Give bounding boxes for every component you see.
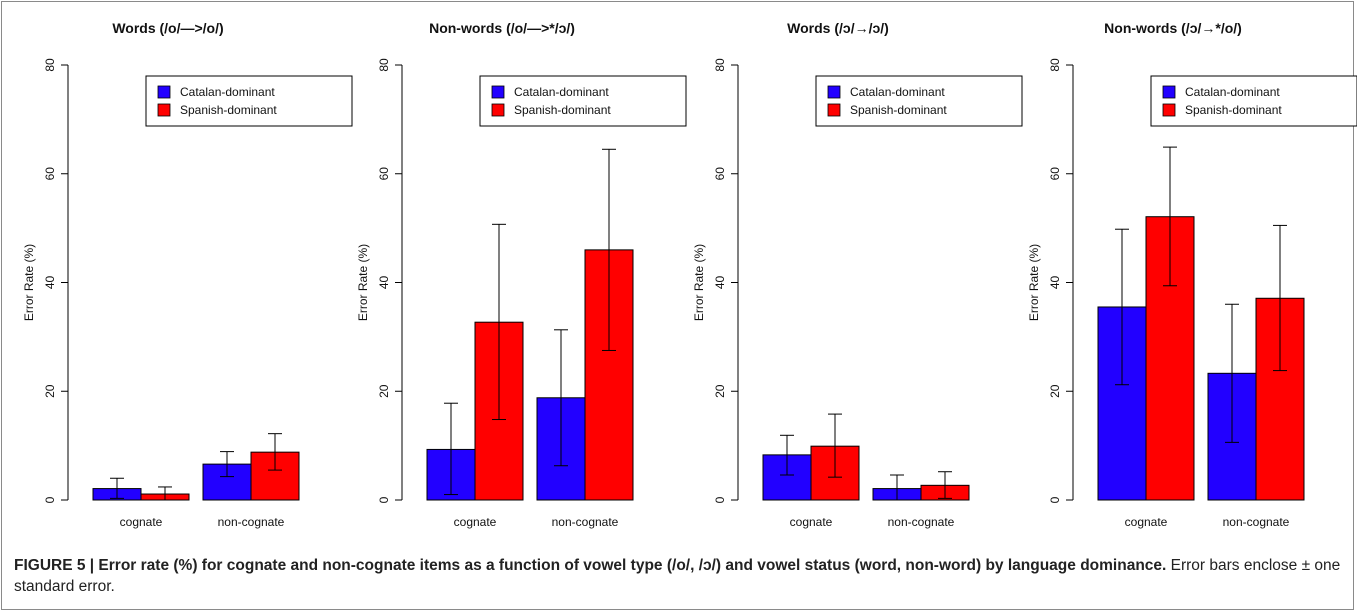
legend-label: Catalan-dominant — [180, 85, 275, 99]
x-tick-label: non-cognate — [1223, 515, 1290, 529]
y-tick-label: 40 — [1048, 276, 1062, 290]
x-tick-label: cognate — [454, 515, 497, 529]
y-tick-label: 60 — [377, 167, 391, 181]
chart-title: Words (/ɔ/→/ɔ/) — [787, 20, 889, 36]
legend-box — [1150, 75, 1357, 127]
legend-box — [145, 75, 353, 127]
chart-title: Non-words (/o/—>*/ɔ/) — [429, 20, 575, 36]
y-tick-label: 40 — [377, 276, 391, 290]
figure-caption: FIGURE 5 | Error rate (%) for cognate an… — [14, 555, 1344, 597]
y-tick-label: 0 — [377, 496, 391, 503]
y-tick-label: 20 — [1048, 384, 1062, 398]
chart-panel-1: Words (/o/—>/o/) 0 20 40 60 80 Error Rate (%) c… — [22, 20, 353, 529]
legend-swatch — [157, 103, 171, 117]
legend: Catalan-dominant Spanish-dominant — [1150, 75, 1357, 127]
chart-title: Words (/o/—>/o/) — [112, 20, 223, 36]
y-tick-label: 20 — [377, 384, 391, 398]
legend-label: Catalan-dominant — [514, 85, 609, 99]
legend-label: Catalan-dominant — [1185, 85, 1280, 99]
y-tick-label: 60 — [1048, 167, 1062, 181]
y-axis-label: Error Rate (%) — [692, 244, 706, 321]
legend-label: Spanish-dominant — [180, 103, 277, 117]
legend-label: Spanish-dominant — [514, 103, 611, 117]
legend-swatch — [1162, 103, 1176, 117]
y-tick-label: 80 — [377, 58, 391, 72]
y-axis-label: Error Rate (%) — [356, 244, 370, 321]
chart-panel-3: Words (/ɔ/→/ɔ/) 0 20 40 60 80 Error Rate (%) co… — [692, 20, 1023, 529]
legend-swatch — [1162, 85, 1176, 99]
legend-swatch — [491, 85, 505, 99]
legend-swatch — [491, 103, 505, 117]
y-tick-label: 0 — [713, 496, 727, 503]
y-tick-label: 0 — [1048, 496, 1062, 503]
y-tick-label: 0 — [43, 496, 57, 503]
legend-label: Catalan-dominant — [850, 85, 945, 99]
y-tick-label: 80 — [1048, 58, 1062, 72]
x-tick-label: cognate — [790, 515, 833, 529]
legend-box — [815, 75, 1023, 127]
y-tick-label: 80 — [43, 58, 57, 72]
legend-box — [479, 75, 687, 127]
y-tick-label: 40 — [43, 276, 57, 290]
legend-swatch — [827, 103, 841, 117]
chart-panel-4: Non-words (/ɔ/→*/o/) 0 20 40 60 80 Error Rate … — [1027, 20, 1357, 529]
x-tick-label: non-cognate — [888, 515, 955, 529]
x-tick-label: cognate — [1125, 515, 1168, 529]
y-axis-label: Error Rate (%) — [22, 244, 36, 321]
y-tick-label: 60 — [43, 167, 57, 181]
y-tick-label: 60 — [713, 167, 727, 181]
caption-text: Error bars enclose ± one standard error. — [14, 557, 1341, 595]
legend-swatch — [157, 85, 171, 99]
x-tick-label: non-cognate — [218, 515, 285, 529]
y-axis-label: Error Rate (%) — [1027, 244, 1041, 321]
y-tick-label: 80 — [713, 58, 727, 72]
x-tick-label: cognate — [120, 515, 163, 529]
legend: Catalan-dominant Spanish-dominant — [479, 75, 687, 127]
legend: Catalan-dominant Spanish-dominant — [815, 75, 1023, 127]
y-tick-label: 20 — [713, 384, 727, 398]
legend-label: Spanish-dominant — [850, 103, 947, 117]
legend-label: Spanish-dominant — [1185, 103, 1282, 117]
chart-title: Non-words (/ɔ/→*/o/) — [1104, 20, 1242, 36]
y-tick-label: 40 — [713, 276, 727, 290]
legend: Catalan-dominant Spanish-dominant — [145, 75, 353, 127]
x-tick-label: non-cognate — [552, 515, 619, 529]
charts-canvas: Words (/o/—>/o/) 0 20 40 60 80 Error Rate (%) c… — [22, 20, 1357, 529]
chart-panel-2: Non-words (/o/—>*/ɔ/) 0 20 40 60 80 Error Rate… — [356, 20, 687, 529]
y-tick-label: 20 — [43, 384, 57, 398]
legend-swatch — [827, 85, 841, 99]
caption-label: FIGURE 5 | Error rate (%) for cognate an… — [14, 557, 1167, 574]
